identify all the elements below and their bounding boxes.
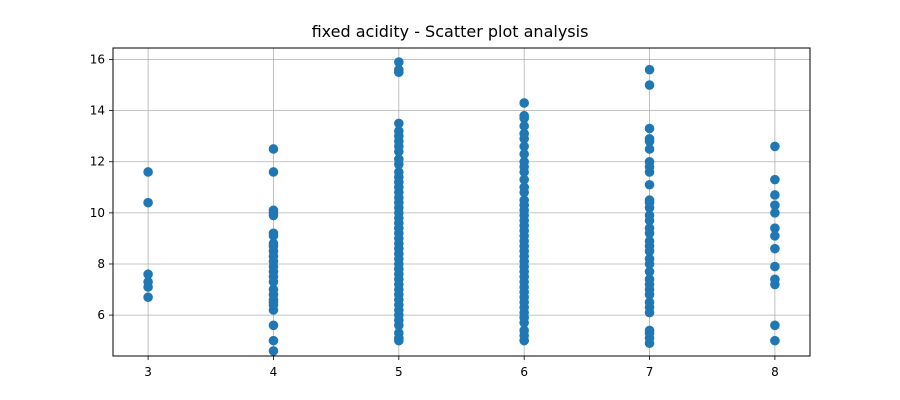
- x-tick-label: 3: [144, 365, 152, 379]
- data-point: [644, 80, 655, 90]
- data-point: [644, 325, 655, 336]
- data-point: [394, 57, 404, 67]
- data-point: [519, 195, 529, 205]
- plot-frame: [112, 47, 811, 357]
- data-point: [644, 156, 655, 167]
- data-point: [268, 144, 279, 154]
- data-point: [143, 167, 153, 177]
- data-point: [644, 64, 655, 75]
- x-tick-label: 7: [646, 365, 654, 379]
- y-tick-label: 12: [90, 155, 105, 169]
- data-point: [268, 320, 279, 331]
- data-point: [143, 292, 153, 303]
- data-point: [519, 110, 529, 121]
- data-point: [644, 254, 655, 264]
- data-point: [394, 328, 404, 338]
- y-axis-ticks: 6 8 10 12 14 16: [90, 53, 113, 322]
- data-point: [268, 205, 279, 216]
- data-point: [394, 126, 404, 136]
- x-tick-label: 5: [395, 365, 403, 379]
- data-point: [770, 190, 780, 200]
- data-point: [770, 261, 780, 272]
- chart-title: fixed acidity - Scatter plot analysis: [311, 22, 589, 41]
- data-markers: [143, 57, 780, 356]
- data-point: [268, 228, 279, 239]
- data-point: [644, 133, 655, 144]
- x-axis-ticks: 3 4 5 6 7 8: [144, 356, 779, 379]
- data-point: [394, 64, 404, 75]
- data-point: [770, 274, 780, 285]
- data-point: [268, 335, 279, 346]
- data-point: [268, 167, 279, 177]
- y-tick-label: 10: [90, 206, 105, 220]
- data-point: [519, 128, 529, 139]
- data-point: [143, 277, 153, 287]
- x-tick-label: 4: [270, 365, 278, 379]
- data-point: [644, 195, 655, 205]
- data-point: [519, 325, 529, 336]
- y-tick-label: 8: [97, 257, 105, 271]
- data-point: [644, 274, 655, 285]
- data-point: [770, 141, 780, 152]
- y-tick-label: 16: [90, 53, 105, 67]
- data-point: [143, 269, 153, 280]
- data-point: [770, 223, 780, 233]
- data-point: [644, 297, 655, 308]
- data-point: [644, 123, 655, 134]
- data-point: [519, 98, 529, 108]
- y-tick-label: 14: [90, 104, 105, 118]
- data-point: [268, 238, 279, 249]
- data-point: [644, 144, 655, 154]
- data-point: [770, 208, 780, 218]
- plot-background: [113, 48, 810, 356]
- data-point: [770, 231, 780, 241]
- data-point: [644, 223, 655, 233]
- data-point: [770, 200, 780, 210]
- data-point: [394, 167, 404, 177]
- data-point: [519, 149, 529, 159]
- data-point: [770, 335, 780, 346]
- data-point: [268, 346, 279, 356]
- data-point: [143, 197, 153, 208]
- data-point: [394, 118, 404, 129]
- data-point: [268, 284, 279, 295]
- data-point: [519, 156, 529, 167]
- data-point: [770, 174, 780, 185]
- data-point: [644, 210, 655, 221]
- data-point: [644, 236, 655, 246]
- data-point: [519, 174, 529, 185]
- x-tick-label: 6: [520, 365, 528, 379]
- data-point: [519, 182, 529, 193]
- data-point: [519, 121, 529, 131]
- x-tick-label: 8: [771, 365, 779, 379]
- y-tick-label: 6: [97, 308, 105, 322]
- data-point: [644, 179, 655, 190]
- data-point: [394, 154, 404, 164]
- data-point: [770, 243, 780, 254]
- data-point: [644, 266, 655, 277]
- data-point: [770, 320, 780, 331]
- data-point: [519, 141, 529, 152]
